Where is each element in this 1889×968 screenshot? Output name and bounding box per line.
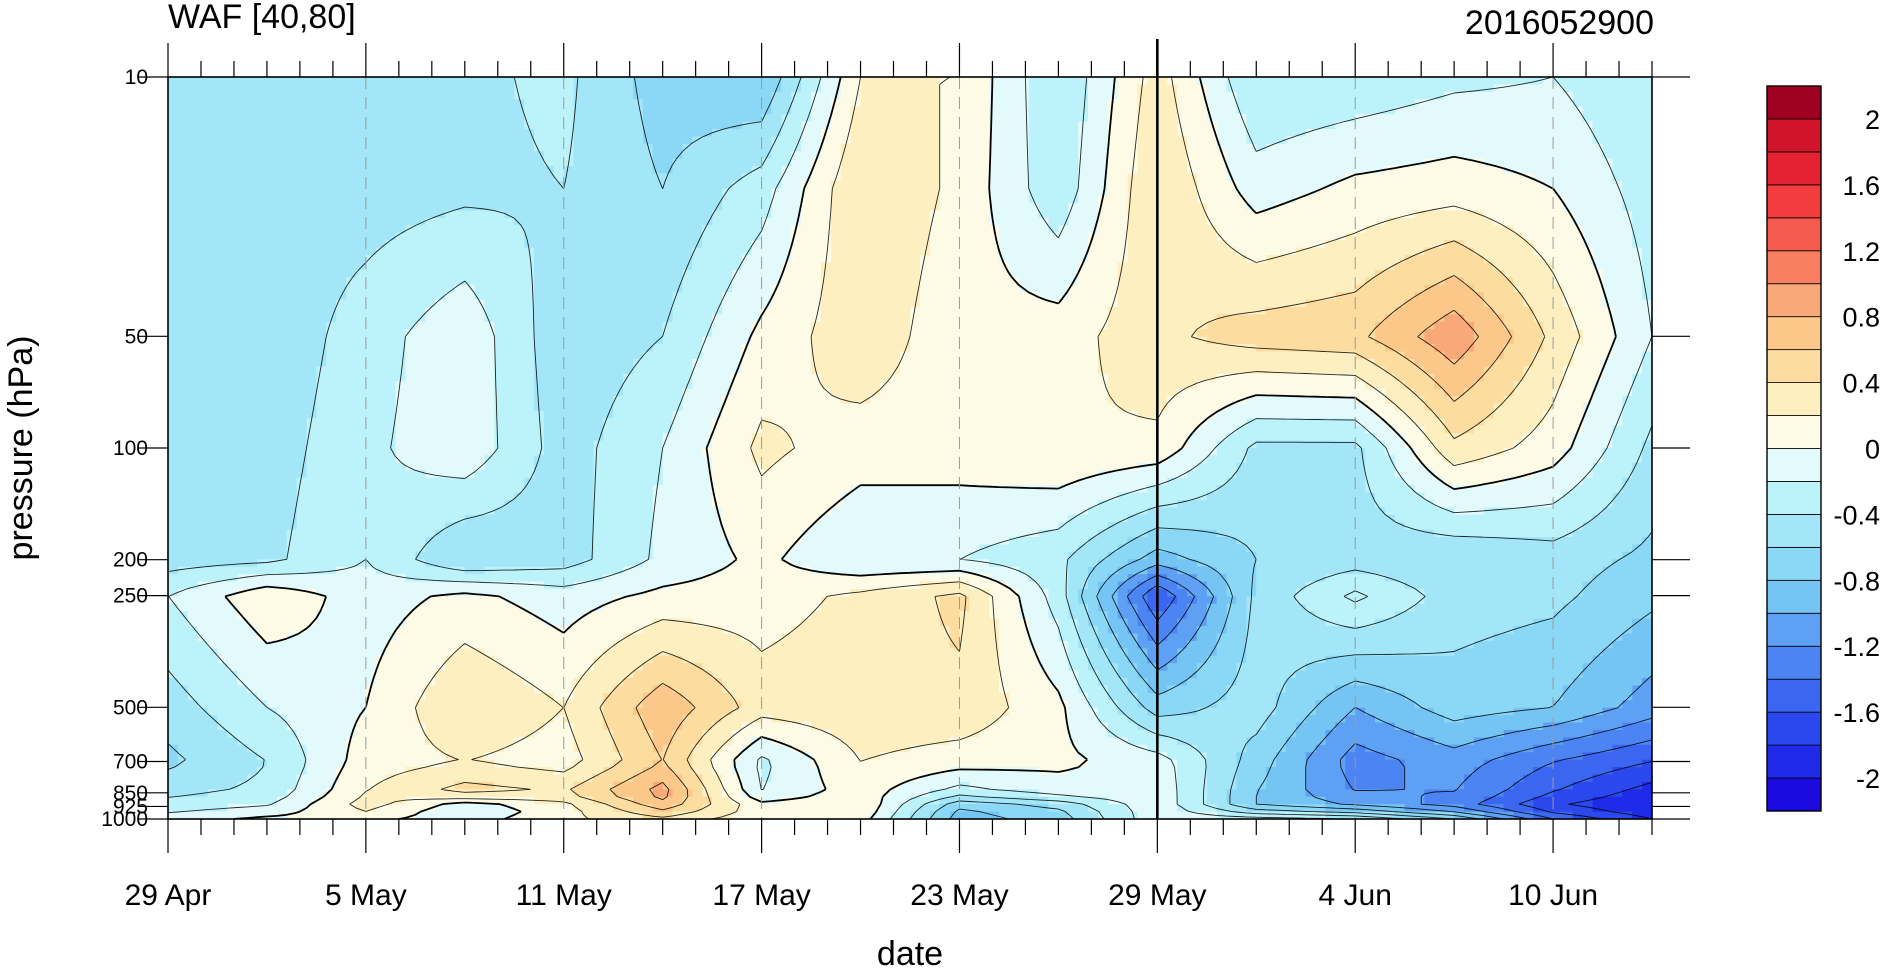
colorbar-swatch <box>1766 184 1822 219</box>
x-tick-label: 23 May <box>910 879 1008 912</box>
contour-line <box>168 77 1652 819</box>
colorbar-label: -1.2 <box>1833 632 1880 662</box>
colorbar-label: -0.8 <box>1833 566 1880 596</box>
x-tick-label: 29 Apr <box>125 879 212 912</box>
contour-line <box>1518 761 1652 819</box>
colorbar-swatch <box>1766 283 1822 318</box>
colorbar-swatch <box>1766 118 1822 153</box>
contour-line <box>1568 781 1652 819</box>
colorbar-swatch <box>1766 85 1822 120</box>
x-tick-label: 5 May <box>325 879 407 912</box>
chart-title: WAF [40,80] <box>168 0 356 36</box>
colorbar-swatch <box>1766 316 1822 351</box>
x-axis-ticks: 29 Apr 5 May 11 May 17 May 23 May 29 May 4 Jun… <box>125 43 1653 912</box>
y-tick-label: 50 <box>125 325 148 348</box>
colorbar-swatch <box>1766 678 1822 713</box>
colorbar-label: -1.6 <box>1833 698 1880 728</box>
colorbar-swatch <box>1766 481 1822 515</box>
colorbar-label: 2 <box>1865 105 1880 135</box>
contour-line <box>649 309 1479 801</box>
colorbar-swatch <box>1766 711 1822 746</box>
colorbar-swatch <box>1766 744 1822 779</box>
colorbar-label: 0 <box>1865 435 1880 465</box>
colorbar-label: 0.8 <box>1842 303 1880 333</box>
colorbar-swatch <box>1766 382 1822 416</box>
y-tick-label: 250 <box>113 585 148 608</box>
contour-line <box>168 77 1652 819</box>
y-tick-label: 850 <box>113 782 148 805</box>
contour-line <box>1142 584 1652 819</box>
x-tick-label: 17 May <box>712 879 810 912</box>
colorbar-swatch <box>1766 250 1822 285</box>
colorbar-swatch <box>1766 217 1822 252</box>
date-gridlines <box>365 77 1554 819</box>
colorbar-label: -0.4 <box>1833 500 1880 530</box>
contour-line <box>440 240 1546 818</box>
colorbar-swatch <box>1766 546 1822 581</box>
colorbar-swatch <box>1766 645 1822 680</box>
chart-subtitle: 2016052900 <box>1465 4 1654 42</box>
contour-line <box>224 77 1617 819</box>
colorbar-label: 1.2 <box>1842 237 1880 267</box>
colorbar-label: 0.4 <box>1842 369 1880 399</box>
y-axis-label: pressure (hPa) <box>2 336 40 561</box>
y-tick-label: 500 <box>113 696 148 719</box>
y-tick-label: 925 <box>113 795 148 818</box>
colorbar-swatch <box>1766 151 1822 186</box>
colorbar-label: 1.6 <box>1842 171 1880 201</box>
y-tick-label: 10 <box>125 66 148 89</box>
x-tick-label: 4 Jun <box>1319 879 1392 912</box>
colorbar-swatch <box>1766 415 1822 449</box>
x-tick-label: 29 May <box>1108 879 1206 912</box>
x-axis-label: date <box>877 935 943 968</box>
contour-line <box>1126 574 1652 819</box>
contour-line <box>349 77 1581 819</box>
colorbar-swatch <box>1766 612 1822 647</box>
colorbar-swatch <box>1766 579 1822 614</box>
colorbar-swatch <box>1766 514 1822 548</box>
y-tick-label: 700 <box>113 751 148 774</box>
contour-line <box>949 548 1652 819</box>
contour-line <box>1111 564 1652 819</box>
x-tick-label: 11 May <box>516 879 612 912</box>
colorbar-label: -2 <box>1856 764 1880 794</box>
contour-line <box>609 275 1512 811</box>
contour-line <box>168 77 1652 819</box>
y-tick-label: 200 <box>113 549 148 572</box>
colorbar: 2 1.6 1.2 0.8 0.4 0 -0.4 -0.8 -1.2 -1.6 -2 <box>1766 85 1880 812</box>
colorbar-swatch <box>1766 349 1822 383</box>
colorbar-swatch <box>1766 448 1822 482</box>
colorbar-frame <box>1766 85 1822 812</box>
contour-lines <box>168 77 1652 819</box>
y-tick-label: 100 <box>113 437 148 460</box>
y-tick-label: 1000 <box>101 808 148 831</box>
x-tick-label: 10 Jun <box>1508 879 1598 912</box>
colorbar-swatch <box>1766 777 1822 812</box>
